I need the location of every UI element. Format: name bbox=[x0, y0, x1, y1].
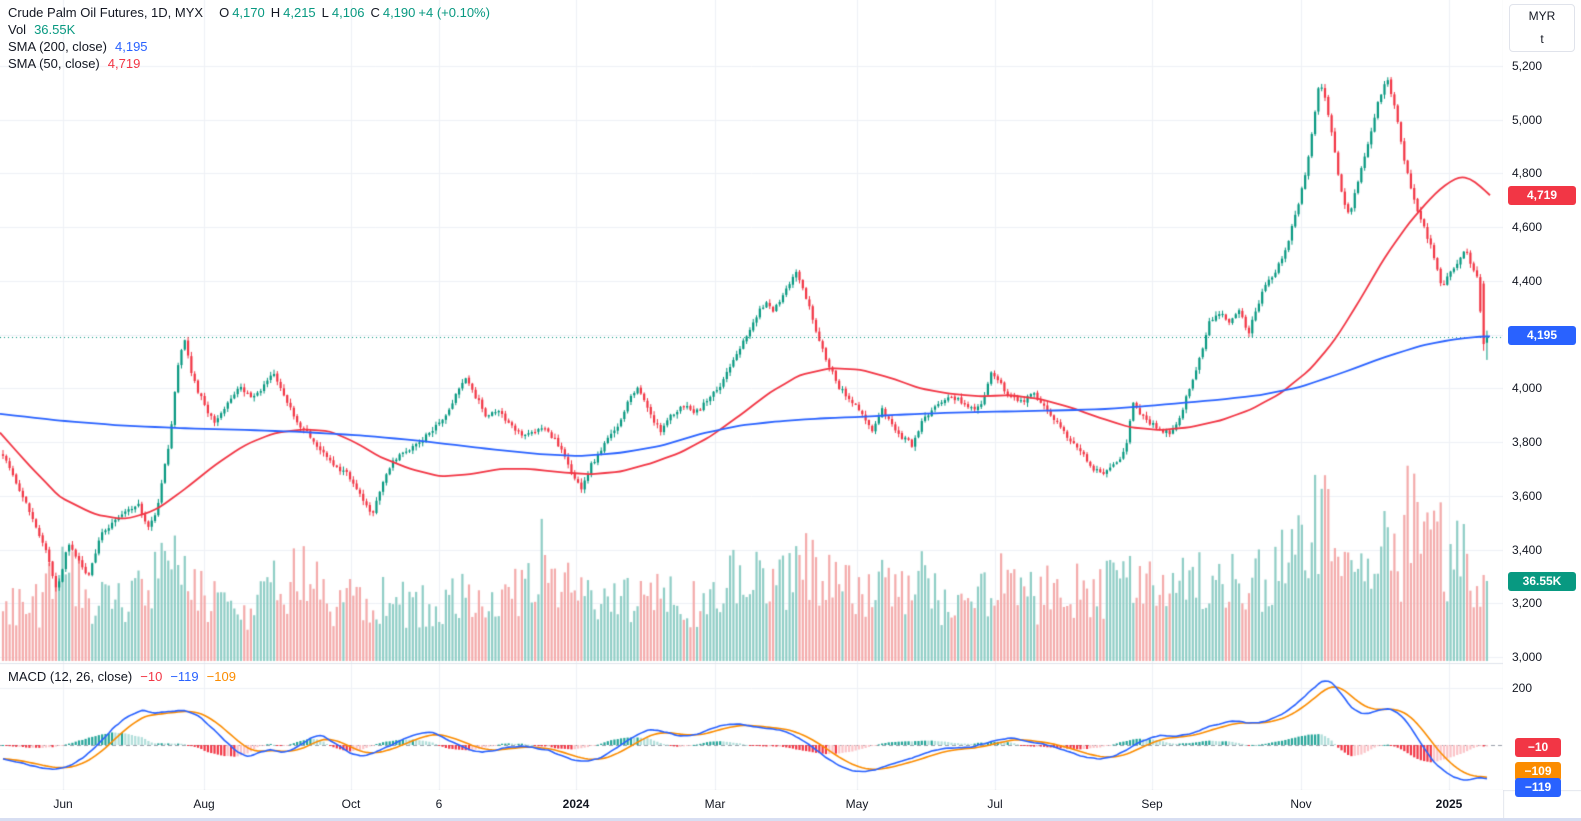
open-value: 4,170 bbox=[232, 5, 265, 20]
macd-hist-badge: −10 bbox=[1515, 738, 1561, 758]
time-axis-label-jun: Jun bbox=[53, 797, 73, 811]
high-label: H bbox=[270, 5, 281, 20]
volume-row: Vol 36.55K bbox=[8, 22, 490, 38]
macd-label: MACD (12, 26, close) bbox=[8, 669, 133, 684]
sma50-label: SMA (50, close) bbox=[8, 56, 100, 71]
price-axis-label: 3,000 bbox=[1512, 650, 1543, 664]
close-value: 4,190 bbox=[382, 5, 416, 20]
macd-axis-label: 200 bbox=[1512, 681, 1533, 695]
volume-label: Vol bbox=[8, 22, 27, 37]
macd-hist-value: −10 bbox=[140, 669, 163, 684]
price-axis-label: 3,400 bbox=[1512, 542, 1543, 557]
price-axis-label: 4,000 bbox=[1512, 381, 1543, 396]
symbol-title[interactable]: Crude Palm Oil Futures, 1D, MYX bbox=[8, 5, 204, 20]
sma200-value: 4,195 bbox=[115, 39, 148, 54]
last-price-badge: 4,195 bbox=[1508, 326, 1576, 346]
time-axis[interactable]: Jun Aug Oct 6 2024 Mar May Jul Sep Nov 2025 bbox=[0, 790, 1503, 821]
price-axis-label: 3,200 bbox=[1512, 596, 1543, 611]
price-axis-label: 4,800 bbox=[1512, 166, 1543, 181]
sma50-value: 4,719 bbox=[107, 56, 141, 71]
symbol-row: Crude Palm Oil Futures, 1D, MYX O 4,170 H 4,… bbox=[8, 5, 490, 21]
sma50-row: SMA (50, close) 4,719 bbox=[8, 56, 490, 72]
time-axis-label-6: 6 bbox=[435, 797, 443, 811]
open-label: O bbox=[219, 5, 230, 20]
price-axis-label: 3,600 bbox=[1512, 488, 1543, 503]
time-axis-label-2024: 2024 bbox=[562, 797, 590, 811]
high-value: 4,215 bbox=[283, 5, 316, 20]
volume-value-badge: 36.55K bbox=[1508, 571, 1576, 591]
price-unit-toggle[interactable]: MYR t bbox=[1509, 4, 1575, 52]
low-label: L bbox=[321, 5, 329, 20]
macd-legend: MACD (12, 26, close) −10 −119 −109 bbox=[8, 669, 244, 685]
time-axis-label-jul: Jul bbox=[987, 797, 1003, 811]
time-axis-label-aug: Aug bbox=[193, 797, 215, 811]
price-axis-label: 5,200 bbox=[1512, 59, 1543, 73]
sma200-row: SMA (200, close) 4,195 bbox=[8, 39, 490, 55]
price-axis-label: 5,000 bbox=[1512, 112, 1543, 127]
macd-line-value: −119 bbox=[170, 669, 199, 684]
bottom-border bbox=[0, 818, 1581, 821]
price-axis-label: 4,400 bbox=[1512, 273, 1543, 288]
price-axis-label: 3,800 bbox=[1512, 435, 1543, 450]
volume-value: 36.55K bbox=[34, 22, 76, 37]
time-axis-label-may: May bbox=[845, 797, 869, 811]
unit-currency[interactable]: MYR bbox=[1528, 9, 1556, 23]
unit-measure[interactable]: t bbox=[1540, 32, 1544, 46]
sma200-label: SMA (200, close) bbox=[8, 39, 107, 54]
macd-signal-badge: −109 bbox=[1515, 761, 1561, 781]
close-label: C bbox=[370, 5, 380, 20]
time-axis-label-mar: Mar bbox=[704, 797, 726, 811]
price-axis-label: 4,600 bbox=[1512, 220, 1543, 235]
sma50-value-badge: 4,719 bbox=[1508, 185, 1576, 205]
low-value: 4,106 bbox=[331, 5, 365, 20]
macd-line-badge: −119 bbox=[1515, 778, 1561, 798]
time-axis-label-oct: Oct bbox=[341, 797, 361, 811]
price-axis[interactable]: MYR t 5,200 5,000 4,800 4,600 4,400 4,000 3,80… bbox=[1503, 0, 1581, 798]
macd-signal-value: −109 bbox=[206, 669, 236, 684]
change-value: +4 (+0.10%) bbox=[418, 5, 490, 20]
symbol-legend: Crude Palm Oil Futures, 1D, MYX O 4,170 H 4,… bbox=[8, 5, 490, 73]
time-axis-label-sep: Sep bbox=[1141, 797, 1163, 811]
time-axis-label-2025: 2025 bbox=[1435, 797, 1463, 811]
time-axis-label-nov: Nov bbox=[1290, 797, 1312, 811]
